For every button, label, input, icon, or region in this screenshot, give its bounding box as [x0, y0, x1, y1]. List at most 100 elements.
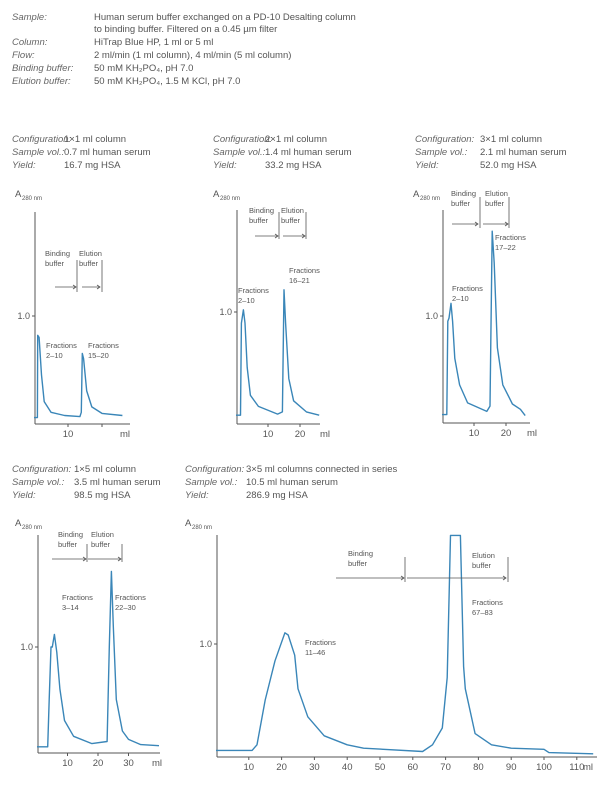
- elution-buffer-label: buffer: [91, 540, 111, 549]
- sample-vol-label: Sample vol.:: [185, 477, 238, 488]
- y-tick-label: 1.0: [17, 311, 30, 321]
- x-tick-label: 10: [244, 762, 255, 773]
- x-tick-label: 20: [276, 762, 287, 773]
- yield-label: Yield:: [415, 160, 439, 171]
- binding-buffer-label: Binding: [348, 549, 373, 558]
- x-tick-label: 70: [440, 762, 451, 773]
- x-axis-unit-label: ml: [320, 429, 330, 440]
- peak1-fractions-range: 3–14: [62, 603, 79, 612]
- x-tick-label: 40: [342, 762, 353, 773]
- elution-buffer-label: buffer: [485, 199, 505, 208]
- yield-label: Yield:: [12, 160, 36, 171]
- x-axis-unit-label: ml: [527, 428, 537, 439]
- elution-buffer-label: buffer: [472, 561, 492, 570]
- flow-label: Flow:: [12, 50, 35, 61]
- sample-vol-label: Sample vol.:: [213, 147, 266, 158]
- binding-buffer-label: Binding: [58, 530, 83, 539]
- arrowhead-icon: [274, 233, 279, 239]
- y-tick-label: 1.0: [20, 642, 33, 652]
- x-tick-label: 60: [408, 762, 419, 773]
- configuration-value: 1×5 ml column: [74, 464, 136, 475]
- binding-buffer-label: buffer: [249, 216, 269, 225]
- peak2-fractions-range: 22–30: [115, 603, 136, 612]
- configuration-value: 3×1 ml column: [480, 134, 542, 145]
- peak2-fractions-range: 15–20: [88, 351, 109, 360]
- arrowhead-icon: [72, 284, 77, 290]
- configuration-label: Configuration:: [185, 464, 245, 475]
- binding-buffer-label: buffer: [348, 559, 368, 568]
- x-tick-label: 20: [501, 428, 512, 439]
- binding-buffer-label: buffer: [45, 259, 65, 268]
- sample-vol-value: 2.1 ml human serum: [480, 147, 567, 158]
- peak1-fractions-label: Fractions: [238, 286, 269, 295]
- peak1-fractions-range: 2–10: [238, 296, 255, 305]
- arrowhead-icon: [504, 221, 509, 227]
- arrowhead-icon: [502, 575, 507, 581]
- y-axis-label: A: [413, 189, 420, 200]
- sample-vol-value: 3.5 ml human serum: [74, 477, 161, 488]
- yield-value: 52.0 mg HSA: [480, 160, 537, 171]
- peak2-fractions-label: Fractions: [115, 593, 146, 602]
- y-axis-label-subscript: 280 nm: [22, 196, 42, 202]
- column-label: Column:: [12, 37, 48, 48]
- peak1-fractions-label: Fractions: [305, 638, 336, 647]
- arrowhead-icon: [474, 221, 479, 227]
- peak2-fractions-range: 16–21: [289, 276, 310, 285]
- peak2-fractions-label: Fractions: [88, 341, 119, 350]
- sample-vol-value: 0.7 ml human serum: [64, 147, 151, 158]
- binding-buffer-label: Binding: [451, 189, 476, 198]
- y-axis-label-subscript: 280 nm: [220, 196, 240, 202]
- configuration-label: Configuration:: [12, 464, 72, 475]
- chromatogram-trace: [216, 534, 594, 755]
- configuration-value: 1×1 ml column: [64, 134, 126, 145]
- yield-value: 98.5 mg HSA: [74, 490, 131, 501]
- peak2-fractions-label: Fractions: [495, 233, 526, 242]
- x-tick-label: 30: [123, 758, 134, 769]
- y-axis-label-subscript: 280 nm: [192, 525, 212, 531]
- column-value: HiTrap Blue HP, 1 ml or 5 ml: [94, 37, 214, 48]
- peak2-fractions-label: Fractions: [472, 598, 503, 607]
- x-tick-label: 80: [473, 762, 484, 773]
- yield-label: Yield:: [213, 160, 237, 171]
- binding-buffer-label: buffer: [451, 199, 471, 208]
- peak1-fractions-range: 2–10: [46, 351, 63, 360]
- peak1-fractions-label: Fractions: [452, 284, 483, 293]
- y-axis-label: A: [15, 518, 22, 529]
- y-axis-label: A: [213, 189, 220, 200]
- configuration-value: 3×5 ml columns connected in series: [246, 464, 398, 475]
- peak2-fractions-label: Fractions: [289, 266, 320, 275]
- flow-value: 2 ml/min (1 ml column), 4 ml/min (5 ml c…: [94, 50, 292, 61]
- configuration-label: Configuration:: [415, 134, 475, 145]
- sample-label: Sample:: [12, 12, 47, 23]
- elution-buffer-label: Elution: [79, 249, 102, 258]
- sample-value: Human serum buffer exchanged on a PD-10 …: [94, 12, 356, 23]
- elution-buffer-label: Elution: [91, 530, 114, 539]
- x-tick-label: 10: [63, 429, 74, 440]
- chromatogram-trace: [37, 570, 160, 748]
- yield-value: 16.7 mg HSA: [64, 160, 121, 171]
- elution-buffer-label: buffer: [79, 259, 99, 268]
- arrowhead-icon: [96, 284, 101, 290]
- peak1-fractions-range: 2–10: [452, 294, 469, 303]
- y-tick-label: 1.0: [199, 639, 212, 649]
- binding-buffer-label: Binding: [249, 206, 274, 215]
- sample-vol-label: Sample vol.:: [12, 147, 65, 158]
- y-axis-label-subscript: 280 nm: [22, 525, 42, 531]
- peak2-fractions-range: 17–22: [495, 243, 516, 252]
- arrowhead-icon: [301, 233, 306, 239]
- elution-buffer-label: Elution buffer:: [12, 76, 71, 87]
- yield-label: Yield:: [12, 490, 36, 501]
- x-tick-label: 100: [536, 762, 552, 773]
- x-tick-label: 10: [469, 428, 480, 439]
- y-axis-label: A: [15, 189, 22, 200]
- x-axis-unit-label: ml: [152, 758, 162, 769]
- configuration-value: 2×1 ml column: [265, 134, 327, 145]
- x-tick-label: 50: [375, 762, 386, 773]
- x-tick-label: 10: [263, 429, 274, 440]
- arrowhead-icon: [400, 575, 405, 581]
- binding-buffer-label: buffer: [58, 540, 78, 549]
- x-tick-label: 110: [569, 762, 584, 773]
- y-axis-label: A: [185, 518, 192, 529]
- binding-buffer-label: Binding: [45, 249, 70, 258]
